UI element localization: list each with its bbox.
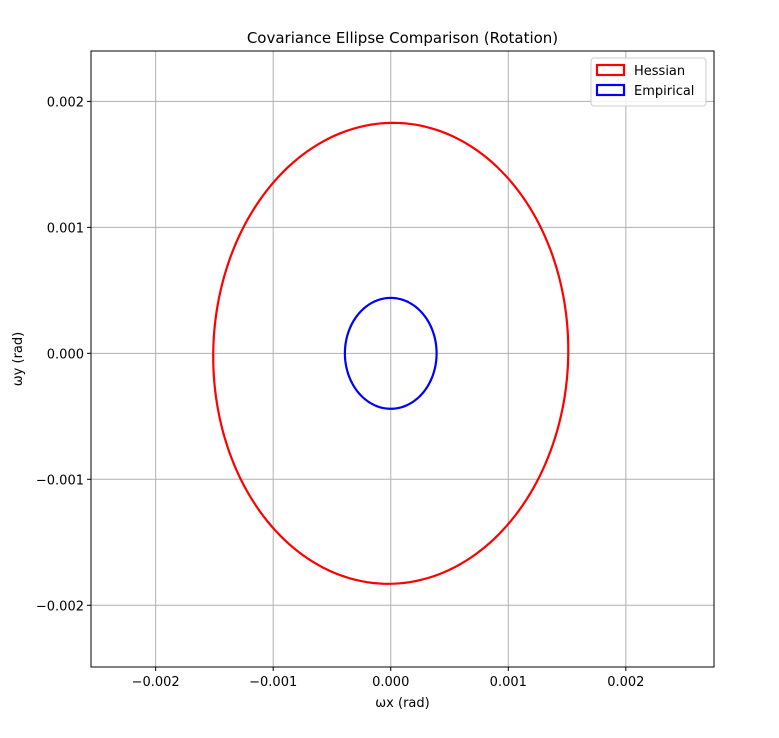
- y-tick-label: −0.001: [36, 473, 84, 488]
- legend-swatch-hessian: [595, 63, 626, 77]
- y-tick-label: −0.002: [36, 599, 84, 614]
- legend: Hessian Empirical: [590, 57, 707, 107]
- legend-label-hessian: Hessian: [634, 64, 685, 79]
- plot-frame: [90, 50, 715, 668]
- series-ellipse-empirical: [343, 296, 438, 410]
- y-tick-label: 0.002: [47, 95, 84, 110]
- y-tick-label: 0.000: [47, 347, 84, 362]
- x-tick-label: 0.001: [490, 675, 527, 690]
- x-tick-label: 0.002: [607, 675, 644, 690]
- legend-swatch-empirical: [595, 83, 626, 97]
- x-tick-label: −0.002: [132, 675, 180, 690]
- y-axis-label: ωy (rad): [11, 332, 26, 386]
- x-tick-label: 0.000: [372, 675, 409, 690]
- series-layer: [212, 121, 570, 585]
- legend-label-empirical: Empirical: [634, 84, 694, 99]
- x-axis-label: ωx (rad): [375, 696, 429, 711]
- chart-title: Covariance Ellipse Comparison (Rotation): [247, 29, 558, 47]
- axis-ticks: −0.002 −0.001 0.000 0.001 0.002 −0.002 −0.001 0…: [36, 95, 645, 690]
- y-tick-label: 0.001: [47, 221, 84, 236]
- x-tick-label: −0.001: [249, 675, 297, 690]
- series-ellipse-hessian: [212, 121, 570, 585]
